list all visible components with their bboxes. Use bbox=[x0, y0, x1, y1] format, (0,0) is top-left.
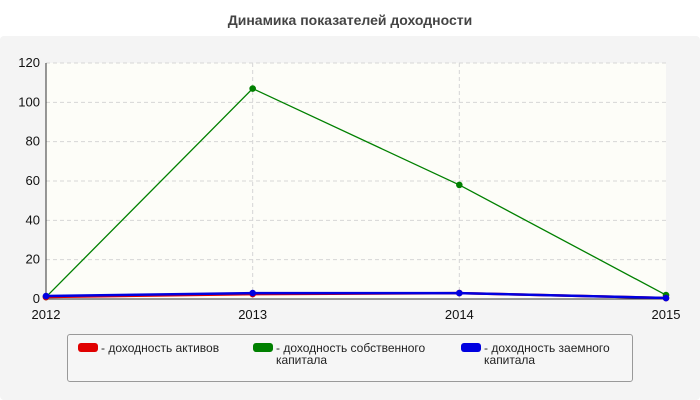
legend-swatch-debt bbox=[461, 343, 481, 352]
series-line-2 bbox=[45, 291, 667, 300]
y-tick-label: 120 bbox=[18, 55, 40, 70]
x-tick-label: 2013 bbox=[238, 307, 267, 322]
x-tick-label: 2012 bbox=[32, 307, 61, 322]
legend-label-assets: - доходность активов bbox=[101, 341, 220, 355]
data-point-2 bbox=[456, 289, 463, 297]
y-tick-label: 40 bbox=[26, 212, 40, 227]
data-point-1 bbox=[456, 181, 463, 189]
data-point-2 bbox=[249, 289, 256, 297]
legend-label-equity: - доходность собственного капитала bbox=[276, 341, 426, 367]
legend: - доходность активов - доходность собств… bbox=[67, 334, 633, 382]
y-tick-label: 60 bbox=[26, 173, 40, 188]
data-point-2 bbox=[42, 292, 50, 300]
legend-label-debt: - доходность заемного капитала bbox=[484, 341, 610, 367]
data-point-2 bbox=[662, 294, 670, 302]
chart-title: Динамика показателей доходности bbox=[228, 12, 473, 28]
y-tick-label: 20 bbox=[26, 252, 40, 267]
data-point-1 bbox=[249, 85, 256, 92]
legend-swatch-equity bbox=[253, 343, 273, 352]
series-line-1 bbox=[45, 87, 667, 298]
x-tick-label: 2015 bbox=[652, 307, 681, 322]
axes: 0 20 40 60 80 100 120 2012 2013 2014 2015 bbox=[18, 55, 680, 322]
legend-swatch-assets bbox=[78, 343, 98, 352]
x-tick-label: 2014 bbox=[445, 307, 474, 322]
grid bbox=[46, 62, 666, 299]
y-tick-label: 80 bbox=[26, 134, 40, 149]
series-layer bbox=[42, 85, 670, 302]
y-tick-label: 0 bbox=[33, 291, 40, 306]
y-tick-label: 100 bbox=[18, 94, 40, 109]
